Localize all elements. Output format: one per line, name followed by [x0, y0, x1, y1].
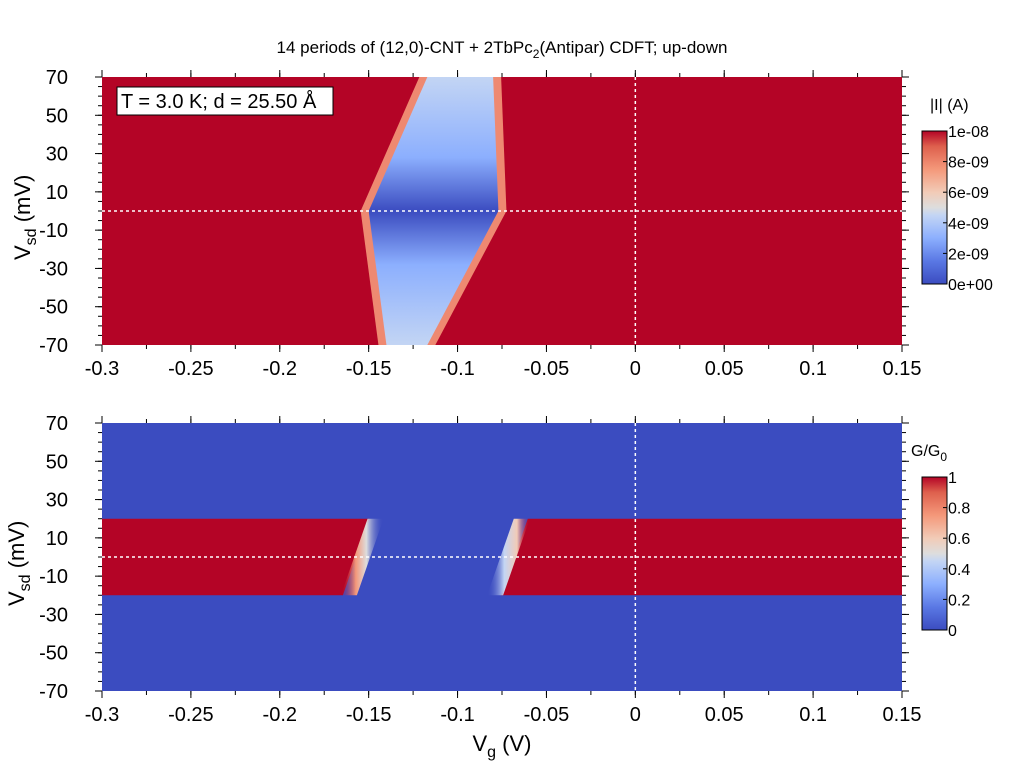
- x-tick-label: 0.15: [883, 704, 922, 726]
- y-tick-label: -70: [39, 681, 68, 703]
- x-tick-label: -0.2: [263, 704, 297, 726]
- current-colorbar: |I| (A) 0e+00 2e-09 4e-09 6e-09 8e-09 1e-08: [921, 97, 993, 294]
- x-tick-label: 0.1: [799, 704, 827, 726]
- current-map-ticks: -0.3 -0.25 -0.2 -0.15 -0.1 -0.05 0 0.05 0.1 0.15 -…: [39, 67, 921, 380]
- conducting-band-right: [501, 518, 902, 596]
- y-tick-label: 30: [46, 490, 68, 512]
- y-tick-label: 50: [46, 105, 68, 127]
- y-tick-label: -50: [39, 643, 68, 665]
- colorbar-tick-label: 8e-09: [948, 155, 989, 172]
- current-colorbar-label: |I| (A): [930, 97, 969, 114]
- y-tick-label: 10: [46, 182, 68, 204]
- x-tick-label: -0.1: [440, 358, 474, 380]
- conductance-map-panel: -0.3 -0.25 -0.2 -0.15 -0.1 -0.05 0 0.05 0.1 0.15 -…: [4, 413, 970, 761]
- colorbar-tick-label: 0.6: [948, 531, 970, 548]
- y-tick-label: -70: [39, 335, 68, 357]
- x-tick-label: -0.05: [524, 704, 570, 726]
- y-tick-label: 70: [46, 67, 68, 89]
- y-tick-label: 10: [46, 528, 68, 550]
- current-map-ylabel: Vsd (mV): [10, 175, 40, 260]
- y-tick-label: -30: [39, 604, 68, 626]
- y-tick-label: -50: [39, 297, 68, 319]
- x-tick-label: -0.25: [168, 358, 214, 380]
- x-tick-label: -0.1: [440, 704, 474, 726]
- colorbar-tick-label: 0.4: [948, 562, 970, 579]
- x-tick-label: -0.15: [346, 358, 392, 380]
- y-tick-label: 30: [46, 144, 68, 166]
- colorbar-tick-label: 0.2: [948, 592, 970, 609]
- y-tick-label: -10: [39, 220, 68, 242]
- x-tick-label: -0.3: [85, 358, 119, 380]
- colorbar-tick-label: 2e-09: [948, 246, 989, 263]
- x-tick-label: 0.1: [799, 358, 827, 380]
- colorbar-tick-label: 6e-09: [948, 185, 989, 202]
- conducting-band-right-edge: [487, 518, 530, 596]
- x-tick-label: 0.05: [705, 704, 744, 726]
- conductance-colorbar: G/G0 0 0.2 0.4 0.6 0.8 1: [911, 443, 970, 640]
- x-tick-label: -0.25: [168, 704, 214, 726]
- conductance-colorbar-label: G/G0: [911, 443, 947, 464]
- figure-title: 14 periods of (12,0)-CNT + 2TbPc2(Antipa…: [277, 38, 728, 61]
- x-tick-label: -0.15: [346, 704, 392, 726]
- y-tick-label: 70: [46, 413, 68, 435]
- x-tick-label: 0.15: [883, 358, 922, 380]
- colorbar-tick-label: 1: [948, 470, 957, 487]
- x-tick-label: 0.05: [705, 358, 744, 380]
- conductance-colorbar-scale: [921, 476, 948, 631]
- annotation-text: T = 3.0 K; d = 25.50 Å: [121, 90, 317, 113]
- colorbar-tick-label: 0e+00: [948, 277, 993, 294]
- conductance-map-xlabel: Vg (V): [472, 731, 531, 761]
- x-tick-label: 0: [630, 704, 641, 726]
- conductance-map-ylabel: Vsd (mV): [4, 521, 34, 606]
- colorbar-tick-label: 0.8: [948, 501, 970, 518]
- conductance-map-ticks: -0.3 -0.25 -0.2 -0.15 -0.1 -0.05 0 0.05 0.1 0.15 -…: [39, 413, 921, 726]
- colorbar-tick-label: 0: [948, 623, 957, 640]
- current-map-panel: -0.3 -0.25 -0.2 -0.15 -0.1 -0.05 0 0.05 0.1 0.15 -…: [10, 67, 993, 380]
- x-tick-label: 0: [630, 358, 641, 380]
- x-tick-label: -0.3: [85, 704, 119, 726]
- y-tick-label: 50: [46, 451, 68, 473]
- x-tick-label: -0.2: [263, 358, 297, 380]
- y-tick-label: -30: [39, 258, 68, 280]
- current-colorbar-scale: [921, 130, 948, 285]
- y-tick-label: -10: [39, 566, 68, 588]
- colorbar-tick-label: 4e-09: [948, 216, 989, 233]
- x-tick-label: -0.05: [524, 358, 570, 380]
- annotation-box: T = 3.0 K; d = 25.50 Å: [116, 86, 334, 116]
- colorbar-tick-label: 1e-08: [948, 124, 989, 141]
